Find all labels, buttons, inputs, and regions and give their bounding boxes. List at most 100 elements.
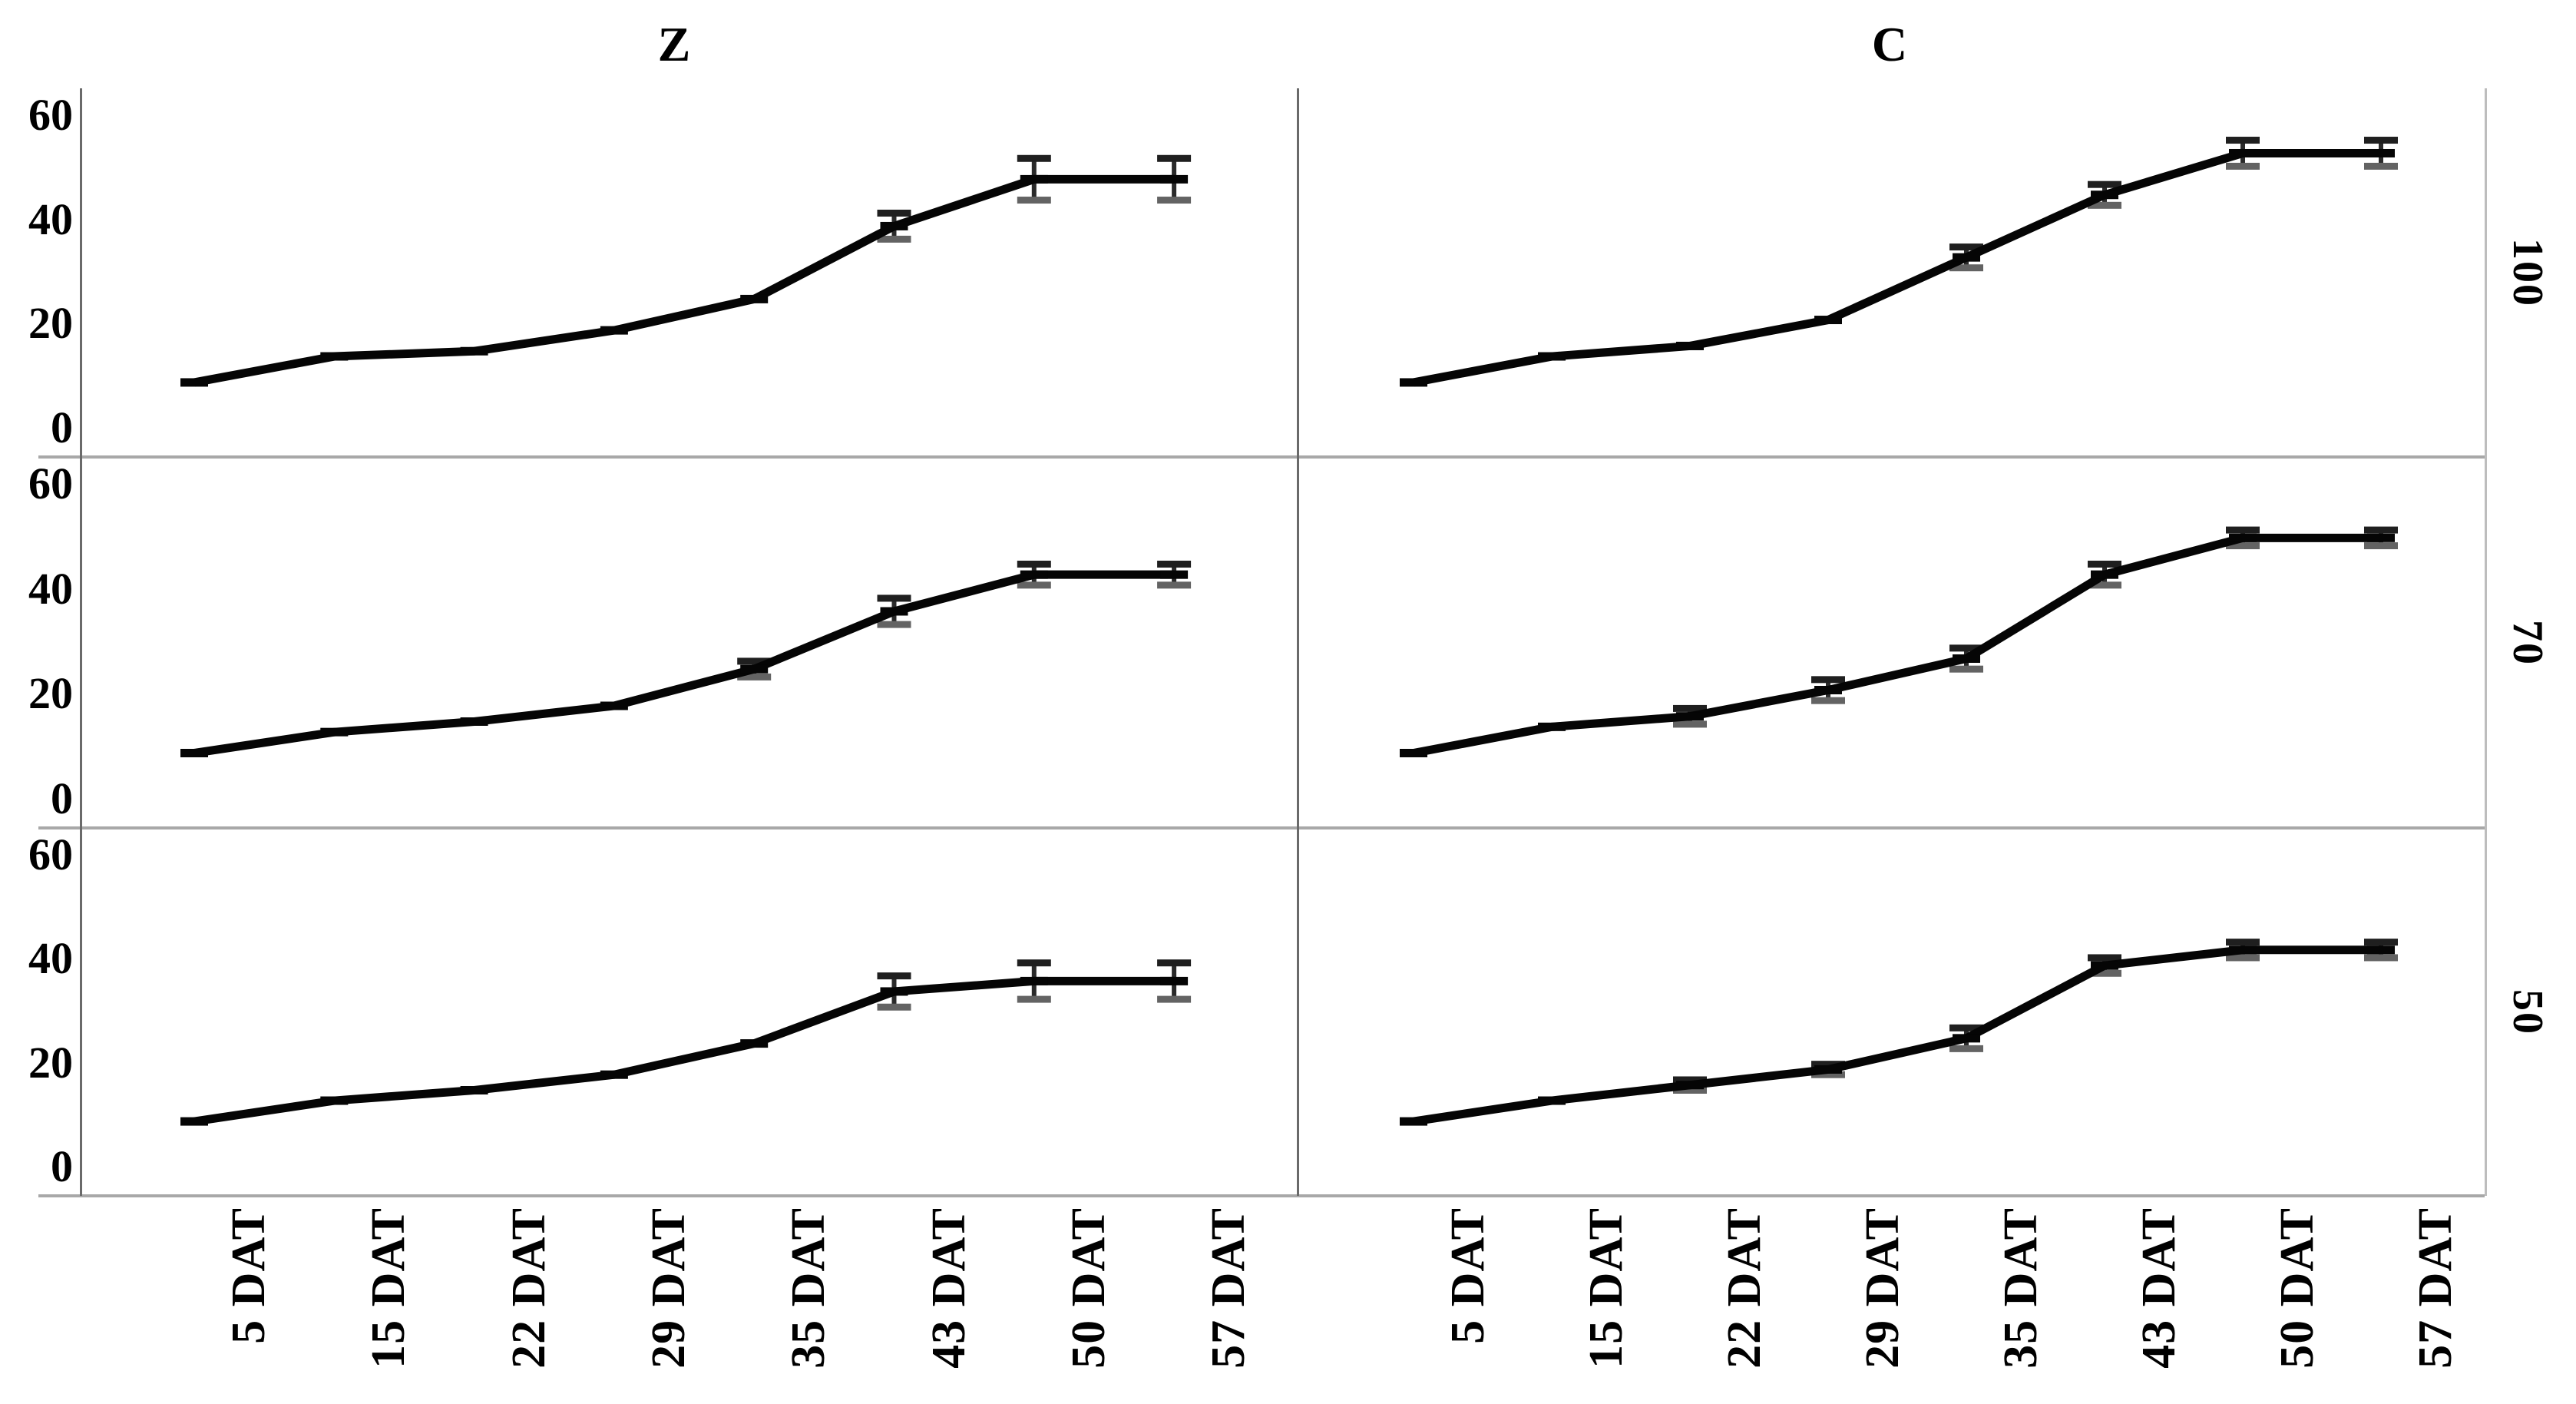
- error-cap-bottom-c-100-5: [2088, 201, 2121, 209]
- point-marker-z-50-4: [740, 1039, 769, 1048]
- point-marker-z-50-5: [880, 987, 908, 996]
- column-title-c: C: [1871, 17, 1908, 71]
- error-cap-top-c-70-7: [2364, 526, 2398, 534]
- point-marker-z-70-2: [460, 717, 488, 726]
- error-cap-top-c-50-2: [1673, 1076, 1707, 1084]
- point-marker-z-50-1: [320, 1096, 349, 1105]
- error-cap-bottom-c-70-7: [2364, 542, 2398, 550]
- y-tick-label-row1-20: 20: [28, 668, 73, 719]
- point-marker-c-70-3: [1814, 686, 1842, 694]
- y-tick-label-row1-60: 60: [28, 458, 73, 508]
- error-cap-bottom-c-70-4: [1949, 665, 1983, 673]
- error-cap-bottom-c-50-3: [1811, 1071, 1845, 1078]
- error-cap-top-c-100-7: [2364, 137, 2398, 144]
- line-series-c-50: [1413, 945, 2381, 1126]
- error-cap-top-z-100-5: [877, 209, 911, 217]
- error-cap-top-z-70-7: [1157, 561, 1192, 568]
- point-marker-z-70-3: [600, 701, 628, 710]
- line-series-z-70: [193, 570, 1175, 757]
- error-cap-top-c-70-5: [2088, 561, 2121, 568]
- line-series-c-100: [1412, 148, 2381, 387]
- error-cap-bottom-c-50-7: [2364, 954, 2398, 962]
- point-marker-c-70-1: [1538, 722, 1566, 731]
- error-cap-bottom-z-100-5: [877, 235, 911, 243]
- point-marker-c-70-4: [1953, 654, 1980, 663]
- error-cap-bottom-c-70-5: [2088, 581, 2121, 589]
- point-marker-z-100-6: [1020, 174, 1048, 184]
- point-marker-c-100-6: [2229, 148, 2257, 157]
- point-marker-c-70-7: [2367, 533, 2395, 542]
- error-cap-top-z-70-5: [877, 594, 911, 602]
- point-marker-z-70-6: [1020, 570, 1048, 579]
- point-marker-z-50-2: [460, 1086, 488, 1094]
- point-marker-c-50-4: [1953, 1034, 1980, 1043]
- facet-row-label-100: 100: [2504, 238, 2551, 307]
- point-marker-c-100-3: [1814, 316, 1842, 325]
- error-cap-bottom-z-70-6: [1017, 581, 1051, 589]
- error-cap-top-c-100-6: [2226, 137, 2260, 144]
- y-axis-line-col-1: [1297, 88, 1299, 1196]
- point-marker-c-50-1: [1538, 1096, 1566, 1105]
- error-cap-bottom-c-70-2: [1673, 720, 1707, 728]
- error-cap-bottom-c-50-6: [2226, 954, 2260, 962]
- x-axis-line-row-2: [38, 1194, 2485, 1197]
- error-cap-top-c-50-4: [1949, 1024, 1983, 1031]
- error-cap-bottom-z-70-5: [877, 621, 911, 628]
- point-marker-z-100-4: [740, 294, 769, 303]
- facet-row-label-50: 50: [2504, 988, 2551, 1035]
- point-marker-c-70-2: [1676, 712, 1704, 721]
- point-marker-z-100-7: [1160, 174, 1189, 184]
- error-cap-bottom-z-70-4: [737, 673, 772, 680]
- point-marker-z-70-5: [880, 607, 908, 616]
- point-marker-c-50-3: [1814, 1065, 1842, 1074]
- point-marker-z-50-6: [1020, 976, 1048, 985]
- point-marker-c-100-7: [2367, 148, 2395, 157]
- point-marker-c-100-0: [1400, 378, 1427, 387]
- y-tick-label-row2-20: 20: [28, 1037, 73, 1088]
- point-marker-c-70-0: [1400, 749, 1427, 757]
- error-cap-top-c-70-4: [1949, 644, 1983, 652]
- error-cap-top-z-50-6: [1017, 959, 1051, 967]
- point-marker-z-70-0: [180, 749, 208, 757]
- y-tick-label-row0-0: 0: [51, 402, 73, 452]
- error-cap-bottom-c-100-6: [2226, 162, 2260, 170]
- y-tick-label-row2-40: 40: [28, 933, 73, 984]
- facet-row-label-70: 70: [2504, 619, 2551, 666]
- point-marker-z-100-2: [460, 346, 488, 356]
- point-marker-c-50-2: [1676, 1081, 1704, 1090]
- error-cap-bottom-c-50-2: [1673, 1087, 1707, 1094]
- error-cap-bottom-z-50-6: [1017, 995, 1051, 1003]
- y-tick-label-row2-0: 0: [51, 1141, 73, 1191]
- point-marker-c-100-5: [2091, 190, 2118, 200]
- error-cap-top-z-50-7: [1157, 959, 1192, 967]
- column-title-z: Z: [657, 17, 691, 71]
- point-marker-z-70-4: [740, 664, 769, 674]
- error-cap-top-c-100-5: [2088, 180, 2121, 188]
- line-series-z-100: [193, 174, 1175, 387]
- y-tick-label-row0-60: 60: [28, 89, 73, 140]
- error-cap-bottom-z-50-5: [877, 1003, 911, 1011]
- point-marker-z-100-0: [180, 378, 208, 387]
- error-cap-top-c-50-3: [1811, 1061, 1845, 1068]
- y-tick-label-row0-20: 20: [28, 298, 73, 349]
- point-marker-c-50-6: [2229, 945, 2257, 955]
- error-cap-bottom-c-70-3: [1811, 697, 1845, 704]
- error-cap-top-z-70-4: [737, 657, 772, 665]
- error-cap-bottom-c-100-4: [1949, 264, 1983, 272]
- y-tick-label-row1-0: 0: [51, 773, 73, 823]
- error-cap-top-c-70-6: [2226, 526, 2260, 534]
- line-series-c-70: [1412, 533, 2381, 757]
- error-cap-bottom-z-100-6: [1017, 197, 1051, 204]
- point-marker-c-100-2: [1676, 341, 1704, 350]
- point-marker-c-100-1: [1538, 352, 1566, 361]
- error-cap-top-z-100-7: [1157, 154, 1192, 162]
- error-cap-bottom-z-50-7: [1157, 995, 1192, 1003]
- error-cap-top-c-50-7: [2364, 939, 2398, 946]
- x-axis-line-row-0: [38, 455, 2485, 459]
- point-marker-c-70-6: [2229, 533, 2257, 542]
- y-tick-label-row2-60: 60: [28, 829, 73, 879]
- point-marker-c-50-0: [1400, 1117, 1427, 1126]
- point-marker-c-100-4: [1953, 253, 1980, 262]
